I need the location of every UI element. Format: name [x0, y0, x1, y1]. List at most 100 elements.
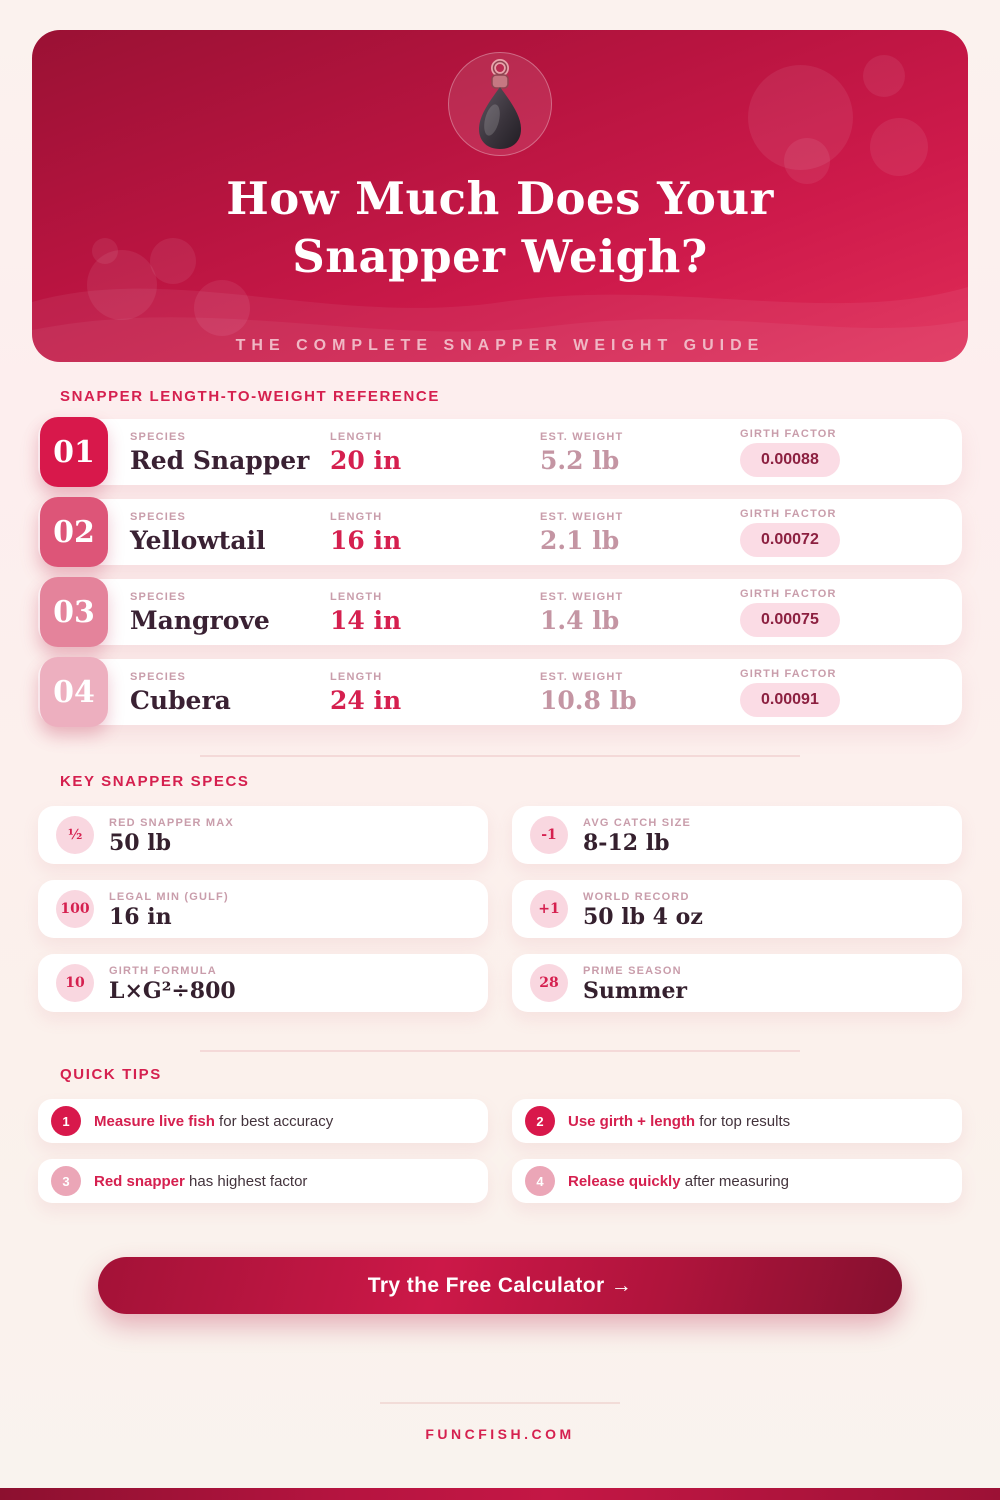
girth-column: GIRTH FACTOR 0.00091	[740, 668, 962, 717]
spec-content: PRIME SEASON Summer	[583, 965, 687, 1002]
spec-badge: 28	[530, 964, 568, 1002]
bubble-decoration	[92, 238, 118, 264]
spec-card: ½ RED SNAPPER MAX 50 lb	[38, 806, 488, 864]
spec-badge: +1	[530, 890, 568, 928]
species-column: SPECIES Yellowtail	[130, 511, 330, 553]
species-column: SPECIES Cubera	[130, 671, 330, 713]
species-label: SPECIES	[130, 671, 187, 683]
bubble-decoration	[194, 280, 250, 336]
tip-card: 3 Red snapper has highest factor	[38, 1159, 488, 1203]
spec-content: RED SNAPPER MAX 50 lb	[109, 817, 234, 854]
bubble-decoration	[150, 238, 196, 284]
reference-card: SPECIES Mangrove LENGTH 14 in EST. WEIGH…	[38, 579, 962, 645]
girth-label: GIRTH FACTOR	[740, 507, 837, 520]
length-label: LENGTH	[330, 511, 383, 523]
spec-label: GIRTH FORMULA	[109, 964, 217, 977]
spec-content: AVG CATCH SIZE 8-12 lb	[583, 817, 691, 854]
length-column: LENGTH 20 in	[330, 431, 540, 473]
species-value: Yellowtail	[130, 526, 266, 555]
spec-badge: 10	[56, 964, 94, 1002]
bubble-decoration	[748, 65, 853, 170]
species-column: SPECIES Red Snapper	[130, 431, 330, 473]
girth-column: GIRTH FACTOR 0.00088	[740, 428, 962, 477]
bubble-decoration	[863, 55, 905, 97]
length-label: LENGTH	[330, 671, 383, 683]
footer-site-link[interactable]: FUNCFISH.COM	[425, 1426, 575, 1442]
length-value: 20 in	[330, 446, 402, 475]
tip-rest: for best accuracy	[214, 1112, 334, 1130]
reference-card: SPECIES Cubera LENGTH 24 in EST. WEIGHT …	[38, 659, 962, 725]
tip-number-badge: 3	[51, 1166, 81, 1196]
tip-highlight: Red snapper	[94, 1172, 185, 1190]
page-title-line1: How Much Does Your	[226, 172, 774, 225]
page-subtitle: THE COMPLETE SNAPPER WEIGHT GUIDE	[235, 337, 765, 354]
tip-rest: for top results	[695, 1112, 791, 1130]
table-row: 01 SPECIES Red Snapper LENGTH 20 in EST.…	[38, 417, 962, 487]
tip-text: Red snapper has highest factor	[94, 1173, 307, 1190]
spec-badge: ½	[56, 816, 94, 854]
tip-highlight: Release quickly	[568, 1172, 681, 1190]
bubble-decoration	[870, 118, 928, 176]
species-label: SPECIES	[130, 511, 187, 523]
spec-label: PRIME SEASON	[583, 964, 682, 977]
tips-section-title: QUICK TIPS	[60, 1066, 162, 1083]
table-row: 03 SPECIES Mangrove LENGTH 14 in EST. WE…	[38, 577, 962, 647]
table-row: 02 SPECIES Yellowtail LENGTH 16 in EST. …	[38, 497, 962, 567]
species-value: Mangrove	[130, 606, 270, 635]
reference-card: SPECIES Yellowtail LENGTH 16 in EST. WEI…	[38, 499, 962, 565]
free-calculator-button[interactable]: Try the Free Calculator →	[98, 1257, 902, 1314]
spec-content: LEGAL MIN (GULF) 16 in	[109, 891, 229, 928]
spec-card: 28 PRIME SEASON Summer	[512, 954, 962, 1012]
spec-value: 16 in	[109, 903, 172, 930]
species-label: SPECIES	[130, 591, 187, 603]
table-row: 04 SPECIES Cubera LENGTH 24 in EST. WEIG…	[38, 657, 962, 727]
fishing-sinker-icon	[479, 59, 521, 149]
spec-label: WORLD RECORD	[583, 890, 690, 903]
spec-badge: 100	[56, 890, 94, 928]
row-number-badge: 04	[40, 657, 108, 727]
weight-value: 10.8 lb	[540, 686, 637, 715]
wave-decoration	[32, 287, 968, 362]
tip-rest: has highest factor	[184, 1172, 308, 1190]
length-value: 16 in	[330, 526, 402, 555]
girth-factor-pill: 0.00072	[740, 522, 840, 557]
length-label: LENGTH	[330, 591, 383, 603]
weight-column: EST. WEIGHT 5.2 lb	[540, 431, 740, 473]
row-number-badge: 01	[40, 417, 108, 487]
girth-label: GIRTH FACTOR	[740, 587, 837, 600]
spec-content: GIRTH FORMULA L×G²÷800	[109, 965, 236, 1002]
weight-label: EST. WEIGHT	[540, 511, 624, 523]
weight-value: 5.2 lb	[540, 446, 620, 475]
spec-label: RED SNAPPER MAX	[109, 816, 234, 829]
girth-column: GIRTH FACTOR 0.00072	[740, 508, 962, 557]
content-area: SNAPPER LENGTH-TO-WEIGHT REFERENCE 01 SP…	[0, 388, 1000, 1442]
tip-card: 2 Use girth + length for top results	[512, 1099, 962, 1143]
specs-grid: ½ RED SNAPPER MAX 50 lb -1 AVG CATCH SIZ…	[38, 806, 962, 1012]
weight-label: EST. WEIGHT	[540, 591, 624, 603]
page-title-line2: Snapper Weigh?	[292, 229, 708, 283]
spec-card: 10 GIRTH FORMULA L×G²÷800	[38, 954, 488, 1012]
length-column: LENGTH 14 in	[330, 591, 540, 633]
header-card: How Much Does Your Snapper Weigh? THE CO…	[32, 30, 968, 362]
weight-value: 2.1 lb	[540, 526, 620, 555]
row-number-badge: 03	[40, 577, 108, 647]
header-icon-circle	[448, 52, 552, 156]
tip-text: Measure live fish for best accuracy	[94, 1113, 333, 1130]
tip-number-badge: 2	[525, 1106, 555, 1136]
spec-label: AVG CATCH SIZE	[583, 816, 692, 829]
spec-value: Summer	[583, 977, 688, 1004]
girth-factor-pill: 0.00088	[740, 442, 840, 477]
bubble-decoration	[784, 138, 830, 184]
species-label: SPECIES	[130, 431, 187, 443]
spec-value: 50 lb	[109, 829, 172, 856]
tip-highlight: Use girth + length	[568, 1112, 696, 1130]
girth-factor-pill: 0.00075	[740, 602, 840, 637]
spec-card: 100 LEGAL MIN (GULF) 16 in	[38, 880, 488, 938]
spec-label: LEGAL MIN (GULF)	[109, 890, 229, 903]
footer-divider	[380, 1402, 620, 1404]
section-divider	[200, 1050, 800, 1052]
tip-card: 1 Measure live fish for best accuracy	[38, 1099, 488, 1143]
section-divider	[200, 755, 800, 757]
species-value: Cubera	[130, 686, 231, 715]
tip-number-badge: 4	[525, 1166, 555, 1196]
